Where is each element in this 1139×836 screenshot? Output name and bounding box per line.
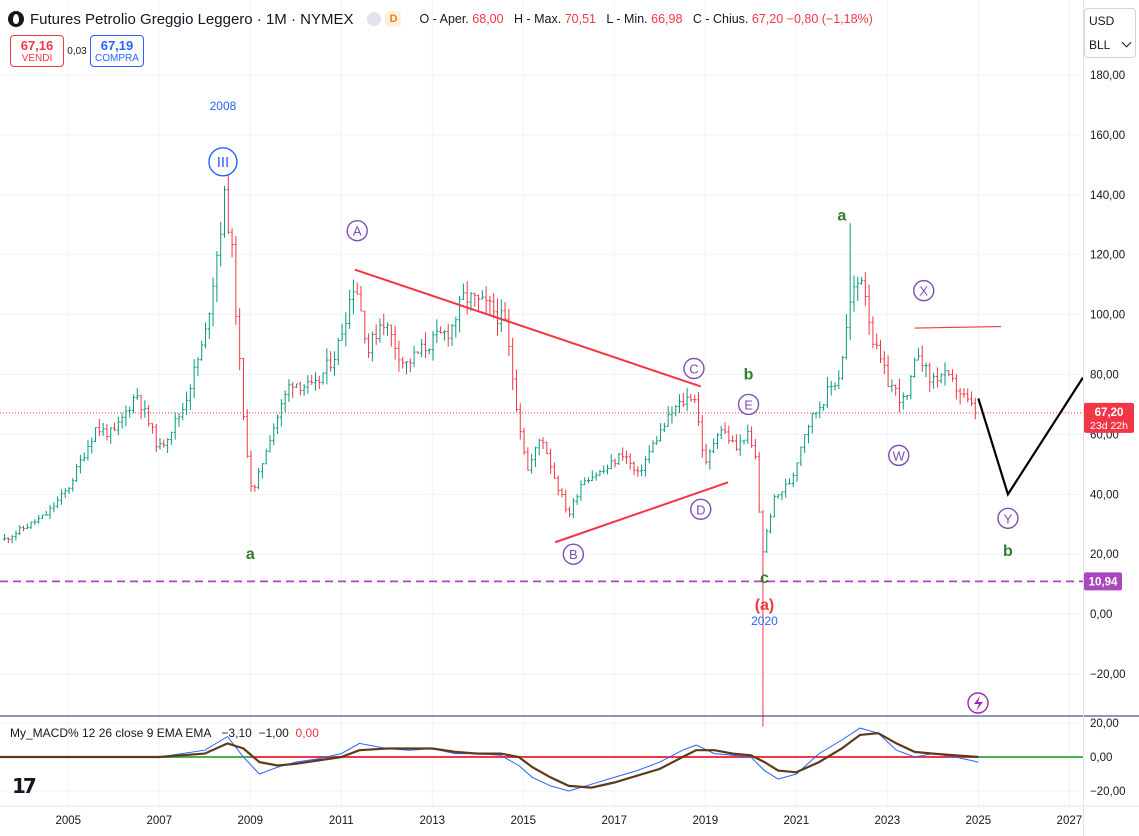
wave-label-circle bbox=[683, 357, 705, 380]
time-tick-label: 2005 bbox=[55, 815, 81, 827]
time-tick-label: 2011 bbox=[329, 815, 354, 827]
currency-label: USD bbox=[1089, 14, 1115, 28]
trend-line bbox=[914, 325, 1002, 329]
wave-label-circle bbox=[346, 220, 368, 242]
wave-label: b bbox=[1003, 543, 1013, 560]
wave-label-circle bbox=[562, 543, 585, 565]
grid-lines bbox=[0, 0, 1083, 806]
delayed-badge: D bbox=[385, 11, 402, 27]
wave-labels: III 2008 a A B C D Eb c (a)2020 a X W Yb bbox=[208, 99, 1019, 714]
wave-label: III bbox=[217, 154, 230, 171]
wave-label: E bbox=[744, 397, 753, 412]
open-value: 68,00 bbox=[472, 12, 504, 26]
time-tick-label: 2021 bbox=[784, 815, 810, 827]
time-tick-label: 2015 bbox=[511, 815, 537, 827]
ohlc-readout: O - Aper. 68,00 H - Max. 70,51 L - Min. … bbox=[419, 12, 873, 26]
low-value: 66,98 bbox=[651, 12, 683, 26]
time-tick-label: 2017 bbox=[602, 815, 628, 827]
time-tick-label: 2009 bbox=[237, 815, 263, 827]
wave-label-circle bbox=[737, 393, 760, 416]
status-dot-icon bbox=[367, 12, 382, 26]
level-badge bbox=[1084, 572, 1122, 591]
price-tick-label: 180,00 bbox=[1090, 70, 1125, 82]
macd-value-1: −3,10 bbox=[221, 726, 252, 740]
time-tick-label: 2027 bbox=[1057, 815, 1083, 827]
wave-label-circle bbox=[913, 279, 935, 302]
wave-label: W bbox=[893, 448, 906, 463]
lightning-icon bbox=[974, 696, 983, 711]
chart-header: Futures Petrolio Greggio Leggero · 1M · … bbox=[8, 8, 873, 30]
wave-label-circle bbox=[888, 444, 910, 467]
wave-label-circle bbox=[690, 498, 712, 520]
trend-lines bbox=[354, 268, 1084, 544]
macd-value-2: −1,00 bbox=[258, 726, 289, 740]
buy-button[interactable]: 67,19 COMPRA bbox=[90, 35, 144, 67]
price-tick-label: 140,00 bbox=[1090, 190, 1125, 202]
price-tick-label: 80,00 bbox=[1090, 369, 1119, 381]
market-status-pill[interactable]: D bbox=[367, 11, 402, 27]
wave-label: B bbox=[569, 547, 578, 562]
wave-label: 2008 bbox=[210, 99, 237, 113]
wave-label: (a) bbox=[755, 597, 775, 614]
price-tick-label: 40,00 bbox=[1090, 489, 1119, 501]
trend-line bbox=[354, 268, 702, 388]
price-tick-label: 0,00 bbox=[1090, 609, 1112, 621]
macd-legend[interactable]: My_MACD% 12 26 close 9 EMA EMA −3,10 −1,… bbox=[10, 726, 319, 740]
last-price-text: 67,20 bbox=[1095, 407, 1124, 419]
trend-line bbox=[554, 481, 729, 544]
level-text: 10,94 bbox=[1089, 576, 1118, 588]
macd-tick-label: 20,00 bbox=[1090, 718, 1119, 730]
wave-label: 2020 bbox=[751, 614, 778, 628]
last-price-badge bbox=[1084, 402, 1134, 433]
wave-label: c bbox=[760, 570, 769, 587]
macd-pane bbox=[0, 727, 1083, 792]
wave-label: C bbox=[689, 362, 698, 377]
high-value: 70,51 bbox=[564, 12, 596, 26]
price-tick-label: 160,00 bbox=[1090, 130, 1125, 142]
macd-line bbox=[0, 727, 979, 792]
countdown-text: 23d 22h bbox=[1090, 420, 1128, 432]
wave-label: Y bbox=[1004, 511, 1013, 526]
wave-label: X bbox=[919, 284, 928, 299]
time-tick-label: 2019 bbox=[693, 815, 719, 827]
wave-label: D bbox=[696, 502, 705, 517]
wave-label: A bbox=[353, 224, 362, 239]
close-value: 67,20 −0,80 (−1,18%) bbox=[751, 12, 873, 26]
wave-label: b bbox=[744, 366, 754, 383]
macd-tick-label: −20,00 bbox=[1090, 786, 1126, 798]
oil-drop-icon bbox=[8, 11, 24, 27]
unit-label: BLL bbox=[1089, 38, 1111, 52]
spread-value: 0,03 bbox=[67, 45, 87, 57]
macd-name: My_MACD% 12 26 close 9 EMA EMA bbox=[10, 726, 212, 740]
signal-line bbox=[0, 732, 979, 789]
wave-label-circle bbox=[208, 147, 238, 177]
candlestick-series bbox=[3, 172, 977, 727]
currency-unit-selector[interactable]: USD BLL bbox=[1084, 8, 1136, 58]
price-tick-label: 100,00 bbox=[1090, 310, 1125, 322]
wave-label: a bbox=[246, 546, 255, 563]
projection-path bbox=[977, 376, 1084, 497]
price-tick-label: 20,00 bbox=[1090, 549, 1119, 561]
macd-tick-label: 0,00 bbox=[1090, 752, 1112, 764]
macd-value-3: 0,00 bbox=[295, 726, 319, 740]
price-tick-label: −20,00 bbox=[1090, 669, 1126, 681]
symbol-title[interactable]: Futures Petrolio Greggio Leggero · 1M · … bbox=[30, 10, 354, 28]
time-tick-label: 2013 bbox=[419, 815, 445, 827]
time-tick-label: 2023 bbox=[875, 815, 901, 827]
time-tick-label: 2025 bbox=[966, 815, 992, 827]
price-levels bbox=[0, 412, 1083, 583]
sell-button[interactable]: 67,16 VENDI bbox=[10, 35, 64, 67]
time-tick-label: 2007 bbox=[146, 815, 172, 827]
price-tick-label: 120,00 bbox=[1090, 250, 1125, 262]
wave-label: a bbox=[837, 208, 846, 225]
tradingview-logo: 17 bbox=[12, 774, 37, 798]
wave-label-circle bbox=[997, 507, 1019, 529]
trade-panel: 67,16 VENDI 0,03 67,19 COMPRA bbox=[10, 35, 144, 67]
